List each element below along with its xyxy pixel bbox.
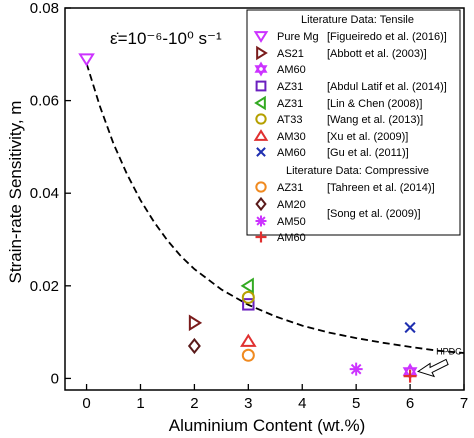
legend-marker	[255, 196, 267, 212]
legend-marker	[255, 113, 267, 125]
legend-series-name: AM60	[277, 232, 306, 244]
y-tick-label: 0.02	[30, 278, 59, 295]
legend-marker	[256, 45, 268, 61]
y-tick-label: 0.06	[30, 93, 59, 110]
x-axis-ticks: 0 1 2 3 4 5 6 7	[82, 384, 468, 412]
x-tick-label: 0	[82, 395, 90, 412]
data-point	[241, 348, 255, 362]
x-tick-label: 2	[190, 395, 198, 412]
x-tick-label: 5	[352, 395, 360, 412]
strain-rate-label: ε̇=10⁻⁶-10⁰ s⁻¹	[110, 29, 222, 48]
legend-marker	[254, 95, 266, 111]
annotation-layer: HPDC	[416, 346, 462, 378]
legend-reference: [Figueiredo et al. (2016)]	[327, 31, 447, 43]
y-tick-label: 0	[51, 370, 59, 387]
legend-tensile-header: Literature Data: Tensile	[301, 14, 414, 26]
plot-frame	[64, 7, 465, 391]
legend-compressive-header: Literature Data: Compressive	[286, 165, 429, 177]
y-axis-label: Strain-rate Sensitivity, m	[6, 101, 25, 284]
legend-reference: [Tahreen et al. (2014)]	[327, 182, 435, 194]
legend-series-name: AM50	[277, 216, 306, 228]
legend-series-name: AZ31	[277, 182, 303, 194]
legend-series-name: AM20	[277, 199, 306, 211]
data-point	[404, 321, 416, 334]
data-point	[188, 314, 203, 332]
legend-marker	[253, 31, 269, 43]
star-triangle-down	[254, 65, 268, 77]
plot-border	[64, 7, 465, 391]
legend-box	[246, 9, 461, 236]
x-tick-label: 3	[244, 395, 252, 412]
data-point	[242, 298, 255, 311]
legend-reference: [Abdul Latif et al. (2014)]	[327, 81, 447, 93]
annotation-arrow	[416, 358, 449, 378]
x-tick-label: 4	[298, 395, 306, 412]
legend-series-name: AT33	[277, 114, 302, 126]
data-point	[78, 53, 95, 67]
star-triangle-down	[402, 367, 418, 380]
trend-curve-layer	[85, 63, 465, 354]
legend-series-name: AM60	[277, 64, 306, 76]
y-tick-label: 0.04	[30, 185, 59, 202]
x-axis-label: Aluminium Content (wt.%)	[169, 416, 366, 435]
data-point	[403, 369, 417, 383]
legend-marker	[255, 80, 267, 92]
x-tick-label: 1	[136, 395, 144, 412]
x-tick-label: 6	[406, 395, 414, 412]
data-point	[349, 362, 363, 376]
star-triangle-up	[254, 61, 268, 73]
legend-marker	[255, 181, 267, 193]
legend-marker	[253, 129, 269, 141]
data-points-layer	[78, 53, 418, 383]
legend-series-name: AM60	[277, 147, 306, 159]
legend: Literature Data: Tensile Pure Mg [Figueire…	[246, 9, 461, 244]
y-axis-ticks: 0 0.02 0.04 0.06 0.08	[30, 0, 71, 387]
legend-marker	[254, 61, 268, 77]
y-tick-label: 0.08	[30, 0, 59, 17]
legend-reference: [Lin & Chen (2008)]	[327, 98, 422, 110]
legend-series-name: AM30	[277, 131, 306, 143]
data-point	[240, 333, 257, 347]
legend-reference: [Wang et al. (2013)]	[327, 114, 423, 126]
legend-reference: [Gu et al. (2011)]	[327, 147, 409, 159]
legend-marker	[255, 215, 267, 227]
data-point	[240, 277, 254, 295]
data-point	[187, 337, 201, 355]
legend-marker	[255, 231, 267, 243]
legend-reference: [Xu et al. (2009)]	[327, 131, 408, 143]
annotation-label: HPDC	[436, 346, 462, 356]
legend-reference: [Song et al. (2009)]	[327, 208, 421, 220]
x-tick-label: 7	[460, 395, 468, 412]
legend-reference: [Abbott et al. (2003)]	[327, 48, 427, 60]
legend-series-name: Pure Mg	[277, 31, 319, 43]
legend-series-name: AS21	[277, 48, 304, 60]
legend-series-name: AZ31	[277, 98, 303, 110]
trend-curve	[85, 63, 465, 354]
legend-series-name: AZ31	[277, 81, 303, 93]
data-point	[241, 290, 255, 304]
legend-marker	[256, 147, 266, 157]
